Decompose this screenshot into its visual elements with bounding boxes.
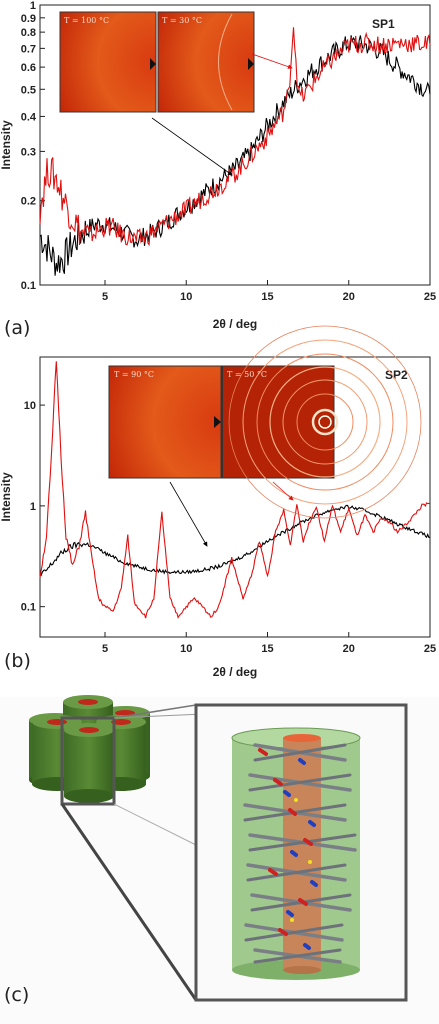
axis-ticks-sp1: 5 10 15 20 25 0.1 0.2 0.3 0.4 0.5 0.6 0.7 0.8 0.91 — [21, 0, 436, 303]
xrd-inset-sp1-hot: T = 100 °C — [59, 11, 157, 113]
inset-arrow-cold-sp1 — [251, 53, 293, 69]
y-tick-label: 0.9 — [21, 13, 36, 25]
y-tick-label: 1 — [30, 501, 36, 513]
y-tick-label: 0.5 — [21, 84, 36, 96]
y-tick-label: 0.8 — [21, 27, 36, 39]
y-tick-label: 1 — [30, 0, 36, 12]
column-cylinder — [64, 723, 114, 803]
series-line — [39, 361, 431, 619]
y-tick-label: 0.3 — [21, 146, 36, 158]
x-tick-label: 20 — [343, 291, 355, 303]
panel-label-b: (b) — [4, 650, 31, 672]
inset-temperature-sp2-cold: T = 50 °C — [227, 370, 267, 379]
columnar-schematic: (c) — [0, 695, 439, 1024]
inset-arrow-cold-sp2 — [272, 481, 294, 501]
y-tick-label: 0.7 — [21, 43, 36, 55]
x-tick-label: 25 — [424, 643, 436, 655]
y-tick-label: 10 — [24, 400, 36, 412]
x-tick-label: 20 — [343, 643, 355, 655]
x-tick-label: 15 — [261, 643, 273, 655]
axis-ticks-sp2: 5 10 15 20 25 0.1 1 10 — [21, 400, 436, 655]
inset-arrow-hot-sp2 — [169, 481, 208, 547]
axis-title-y-sp1: Intensity — [0, 120, 13, 170]
chart-sp1: 5 10 15 20 25 0.1 0.2 0.3 0.4 0.5 0.6 0.7 0.8 0.91 In… — [0, 0, 436, 339]
x-tick-label: 5 — [102, 291, 108, 303]
series-line — [39, 27, 431, 247]
y-tick-label: 0.2 — [21, 196, 36, 208]
y-tick-label: 0.6 — [21, 62, 36, 74]
column-cross-section — [231, 727, 361, 980]
zoom-line-mid — [113, 803, 197, 846]
x-tick-label: 10 — [180, 291, 192, 303]
xrd-inset-sp2-hot: T = 90 °C — [108, 365, 222, 479]
y-tick-label: 0.1 — [21, 602, 36, 614]
inset-temperature-sp2-hot: T = 90 °C — [114, 370, 154, 379]
axis-title-x-sp1: 2θ / deg — [213, 317, 258, 331]
zoom-line-bottom — [60, 803, 198, 1001]
x-tick-label: 15 — [261, 291, 273, 303]
x-tick-label: 5 — [102, 643, 108, 655]
inset-arrow-hot-sp1 — [151, 117, 233, 176]
plot-frame-sp2 — [39, 356, 431, 638]
y-tick-label: 0.1 — [21, 280, 36, 292]
chart-sp2: 5 10 15 20 25 0.1 1 10 Intensity 2θ / deg SP2 (… — [0, 325, 436, 679]
x-tick-label: 25 — [424, 291, 436, 303]
xrd-inset-sp2-cold: T = 50 °C — [221, 325, 422, 519]
axis-title-y-sp2: Intensity — [0, 472, 13, 522]
series-label-sp1: SP1 — [372, 17, 395, 31]
series-line — [39, 504, 431, 576]
series-group-sp1 — [39, 27, 431, 276]
zoom-selection-box — [60, 716, 116, 806]
molecular-stack — [243, 743, 357, 964]
zoom-line-top — [113, 704, 197, 719]
x-tick-label: 10 — [180, 643, 192, 655]
inset-temperature-sp1-cold: T = 30 °C — [162, 16, 202, 25]
inset-temperature-sp1-hot: T = 100 °C — [64, 16, 109, 25]
plot-frame-sp1 — [39, 4, 431, 286]
panel-label-c: (c) — [4, 984, 29, 1006]
series-label-sp2: SP2 — [385, 368, 408, 382]
panel-label-a: (a) — [4, 317, 30, 339]
y-tick-label: 0.4 — [21, 111, 37, 123]
axis-title-x-sp2: 2θ / deg — [213, 665, 258, 679]
xrd-inset-sp1-cold: T = 30 °C — [157, 11, 255, 113]
